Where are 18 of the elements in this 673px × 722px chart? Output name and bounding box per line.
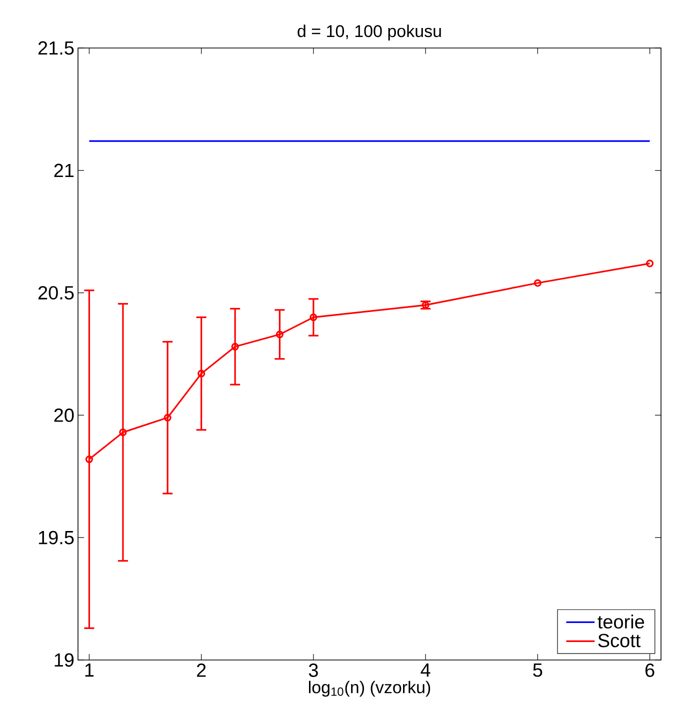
y-tick-label: 20	[54, 408, 74, 422]
y-tick-label: 21.5	[38, 41, 74, 55]
y-tick-label: 20.5	[38, 286, 74, 300]
y-tick-label: 21	[54, 164, 74, 178]
x-tick-label: 5	[533, 664, 542, 677]
x-tick-label: 4	[420, 664, 430, 677]
x-tick-label: 2	[196, 664, 206, 677]
x-tick-label: 1	[85, 664, 94, 677]
x-axis-title: log$_{10}$(n) (vzorku)	[308, 680, 430, 697]
legend-label: Scott	[598, 634, 641, 648]
y-tick-label: 19	[54, 653, 74, 667]
chart-title: d = 10, 100 pokusu	[298, 24, 441, 40]
x-tick-label: 6	[645, 664, 654, 677]
x-tick-label: 3	[308, 664, 318, 677]
point	[422, 301, 430, 309]
y-tick-label: 19.5	[38, 530, 74, 544]
legend-label: teorie	[598, 614, 644, 629]
point	[534, 279, 542, 287]
